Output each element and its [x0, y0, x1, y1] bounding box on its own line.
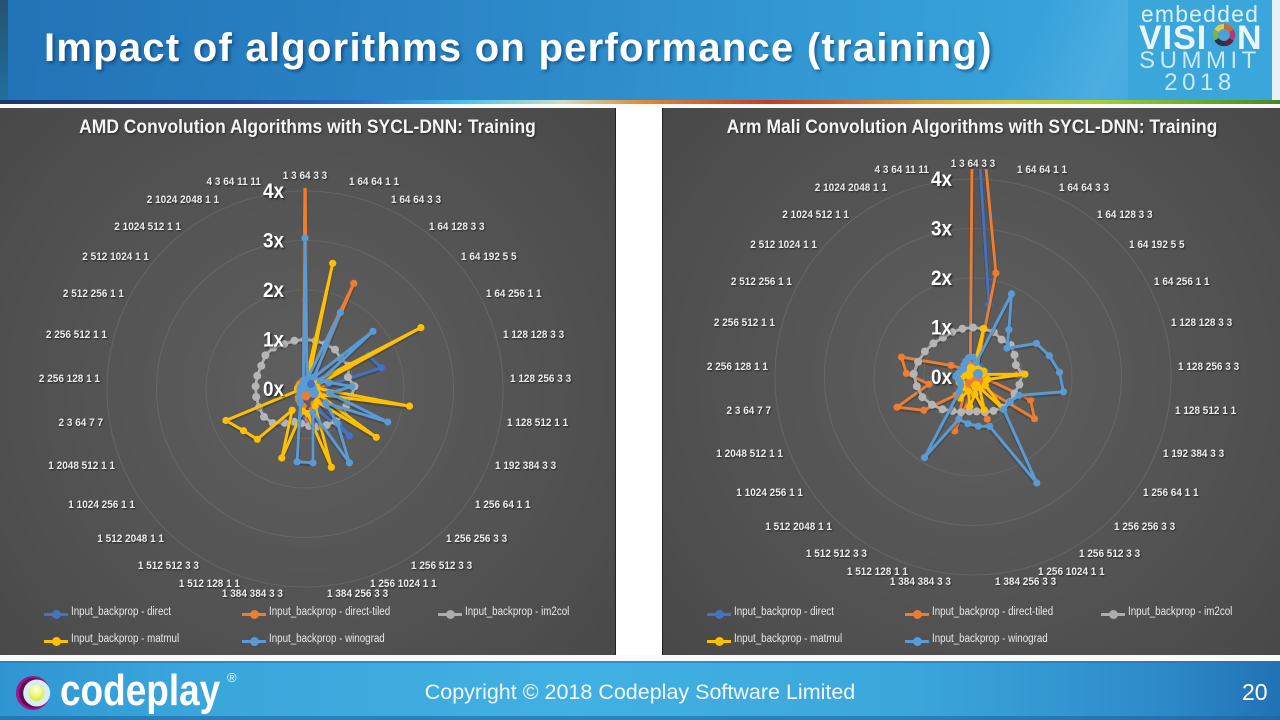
svg-text:1 64 192 5 5: 1 64 192 5 5 — [461, 250, 517, 263]
svg-text:3x: 3x — [263, 229, 285, 252]
svg-text:1 512 512 3 3: 1 512 512 3 3 — [806, 547, 867, 560]
svg-text:2 1024 512 1 1: 2 1024 512 1 1 — [114, 220, 181, 233]
svg-text:1 64 128 3 3: 1 64 128 3 3 — [1097, 208, 1153, 221]
svg-text:1 512 512 3 3: 1 512 512 3 3 — [138, 559, 199, 572]
svg-text:1 384 256 3 3: 1 384 256 3 3 — [995, 575, 1056, 588]
svg-text:1 256 256 3 3: 1 256 256 3 3 — [446, 532, 507, 545]
svg-text:1 256 256 3 3: 1 256 256 3 3 — [1114, 520, 1175, 533]
svg-text:1 64 64 3 3: 1 64 64 3 3 — [1059, 181, 1109, 194]
svg-text:1 256 512 3 3: 1 256 512 3 3 — [411, 559, 472, 572]
svg-text:1 192 384 3 3: 1 192 384 3 3 — [495, 459, 556, 472]
svg-text:1 2048 512 1 1: 1 2048 512 1 1 — [716, 447, 783, 460]
svg-text:1 64 128 3 3: 1 64 128 3 3 — [429, 220, 485, 233]
svg-text:1 128 512 1 1: 1 128 512 1 1 — [1175, 404, 1236, 417]
svg-text:2x: 2x — [931, 267, 953, 290]
svg-text:1 128 128 3 3: 1 128 128 3 3 — [503, 328, 564, 341]
svg-text:1 64 64 1 1: 1 64 64 1 1 — [349, 175, 399, 188]
svg-text:2 256 128 1 1: 2 256 128 1 1 — [39, 372, 100, 385]
svg-text:1 256 1024 1 1: 1 256 1024 1 1 — [1038, 565, 1105, 578]
svg-text:1 384 384 3 3: 1 384 384 3 3 — [890, 575, 951, 588]
svg-text:2 512 256 1 1: 2 512 256 1 1 — [63, 287, 124, 300]
svg-text:2x: 2x — [263, 279, 285, 302]
svg-text:1 64 64 1 1: 1 64 64 1 1 — [1017, 163, 1067, 176]
svg-text:1 128 256 3 3: 1 128 256 3 3 — [510, 372, 571, 385]
svg-text:2 512 256 1 1: 2 512 256 1 1 — [731, 275, 792, 288]
svg-text:1x: 1x — [931, 316, 953, 339]
svg-text:2 256 128 1 1: 2 256 128 1 1 — [707, 360, 768, 373]
svg-text:2 512 1024 1 1: 2 512 1024 1 1 — [82, 250, 149, 263]
svg-text:1 1024 256 1 1: 1 1024 256 1 1 — [736, 486, 803, 499]
svg-text:1 3 64 3 3: 1 3 64 3 3 — [283, 169, 327, 182]
svg-text:1 256 64 1 1: 1 256 64 1 1 — [475, 498, 531, 511]
svg-text:3x: 3x — [931, 217, 953, 240]
svg-text:1 128 128 3 3: 1 128 128 3 3 — [1171, 316, 1232, 329]
svg-text:2 1024 512 1 1: 2 1024 512 1 1 — [782, 208, 849, 221]
svg-text:1 64 256 1 1: 1 64 256 1 1 — [486, 287, 542, 300]
svg-text:1 192 384 3 3: 1 192 384 3 3 — [1163, 447, 1224, 460]
svg-text:1 256 1024 1 1: 1 256 1024 1 1 — [370, 577, 437, 590]
svg-text:2 512 1024 1 1: 2 512 1024 1 1 — [750, 238, 817, 251]
svg-text:1 3 64 3 3: 1 3 64 3 3 — [951, 157, 995, 170]
svg-text:1 256 512 3 3: 1 256 512 3 3 — [1079, 547, 1140, 560]
svg-text:1 64 64 3 3: 1 64 64 3 3 — [391, 193, 441, 206]
svg-text:2 1024 2048 1 1: 2 1024 2048 1 1 — [815, 181, 887, 194]
svg-text:1 512 2048 1 1: 1 512 2048 1 1 — [765, 520, 832, 533]
svg-text:1 64 192 5 5: 1 64 192 5 5 — [1129, 238, 1185, 251]
svg-text:1 256 64 1 1: 1 256 64 1 1 — [1143, 486, 1199, 499]
svg-text:4 3 64 11 11: 4 3 64 11 11 — [875, 163, 929, 176]
svg-text:4x: 4x — [931, 168, 953, 191]
svg-text:1 512 128 1 1: 1 512 128 1 1 — [847, 565, 908, 578]
svg-text:1 2048 512 1 1: 1 2048 512 1 1 — [48, 459, 115, 472]
svg-text:1 384 384 3 3: 1 384 384 3 3 — [222, 587, 283, 600]
svg-text:1 64 256 1 1: 1 64 256 1 1 — [1154, 275, 1210, 288]
svg-text:1 128 512 1 1: 1 128 512 1 1 — [507, 416, 568, 429]
svg-text:1 128 256 3 3: 1 128 256 3 3 — [1178, 360, 1239, 373]
svg-text:2 1024 2048 1 1: 2 1024 2048 1 1 — [147, 193, 219, 206]
svg-text:1 512 2048 1 1: 1 512 2048 1 1 — [97, 532, 164, 545]
svg-text:1x: 1x — [263, 328, 285, 351]
svg-text:2 256 512 1 1: 2 256 512 1 1 — [714, 316, 775, 329]
svg-text:1 384 256 3 3: 1 384 256 3 3 — [327, 587, 388, 600]
svg-text:0x: 0x — [263, 378, 285, 401]
svg-text:4 3 64 11 11: 4 3 64 11 11 — [207, 175, 261, 188]
svg-text:2 256 512 1 1: 2 256 512 1 1 — [46, 328, 107, 341]
svg-text:1 512 128 1 1: 1 512 128 1 1 — [179, 577, 240, 590]
svg-text:1 1024 256 1 1: 1 1024 256 1 1 — [68, 498, 135, 511]
svg-text:2 3 64 7 7: 2 3 64 7 7 — [59, 416, 103, 429]
svg-text:2 3 64 7 7: 2 3 64 7 7 — [727, 404, 771, 417]
svg-text:0x: 0x — [931, 366, 953, 389]
svg-text:4x: 4x — [263, 180, 285, 203]
